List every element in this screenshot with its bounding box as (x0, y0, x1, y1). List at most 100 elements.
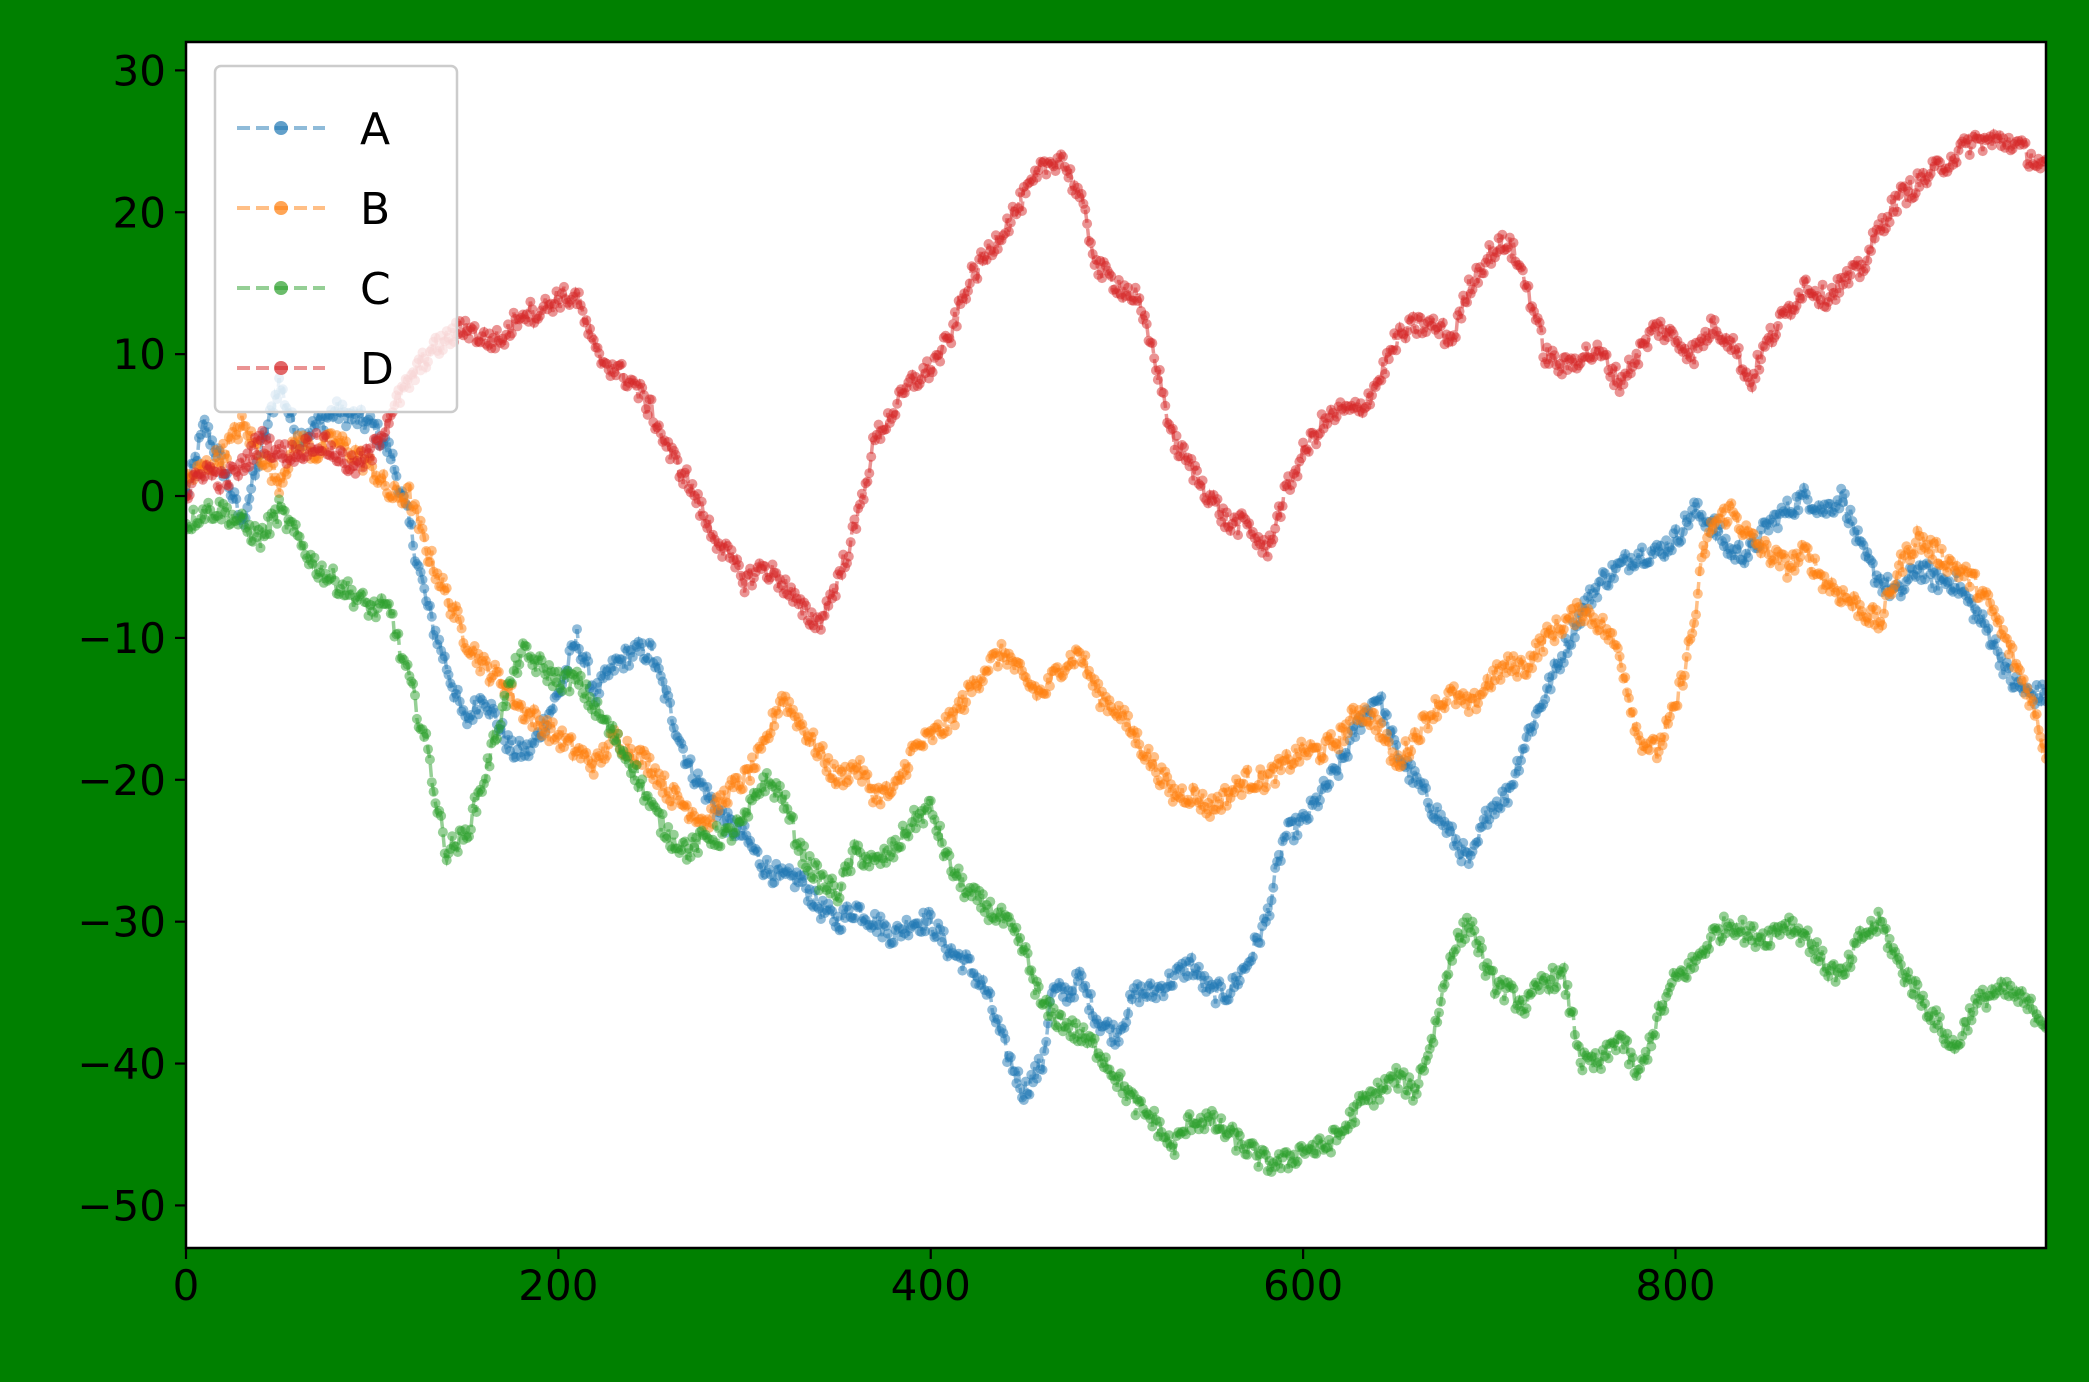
data-point-D (702, 523, 713, 534)
data-point-B (1795, 552, 1806, 562)
data-point-A (341, 421, 352, 432)
data-point-C (918, 818, 929, 829)
data-point-D (693, 489, 703, 499)
data-point-C (715, 841, 726, 852)
data-point-C (1873, 906, 1884, 917)
data-point-A (1292, 830, 1303, 841)
data-point-C (1033, 981, 1044, 992)
data-point-B (996, 638, 1007, 649)
data-point-A (594, 688, 605, 699)
data-point-D (320, 430, 331, 441)
data-point-B (961, 697, 972, 708)
data-point-B (1631, 721, 1642, 732)
data-point-C (668, 829, 679, 840)
data-point-A (473, 709, 484, 720)
data-point-C (977, 889, 988, 900)
data-point-C (1234, 1130, 1245, 1141)
data-point-C (581, 679, 592, 690)
data-point-C (1830, 976, 1841, 987)
data-point-A (881, 921, 892, 932)
y-tick-label: −40 (77, 1040, 166, 1089)
data-point-B (1664, 711, 1675, 722)
data-point-A (1186, 952, 1197, 963)
data-point-A (244, 493, 255, 504)
data-point-A (1020, 1076, 1031, 1087)
y-tick-label: −50 (77, 1181, 166, 1230)
data-point-C (370, 612, 381, 623)
data-point-B (1597, 612, 1608, 623)
data-point-A (1039, 1046, 1050, 1056)
data-point-D (365, 443, 376, 454)
data-point-B (516, 699, 527, 710)
data-point-D (1003, 226, 1014, 237)
data-point-D (1517, 265, 1528, 276)
data-point-A (547, 704, 558, 715)
data-point-B (1134, 739, 1145, 750)
data-point-B (927, 735, 938, 746)
data-point-A (1845, 504, 1856, 515)
data-point-D (1817, 279, 1828, 290)
data-point-B (1080, 650, 1091, 661)
data-point-D (747, 580, 757, 591)
data-point-D (588, 334, 599, 345)
data-point-A (1502, 797, 1513, 808)
y-tick-label: −30 (77, 898, 166, 947)
data-point-B (1722, 516, 1733, 527)
data-point-B (773, 708, 784, 719)
data-point-C (573, 679, 584, 690)
data-point-C (411, 713, 422, 724)
data-point-C (199, 514, 210, 525)
data-point-B (1918, 531, 1929, 542)
data-point-B (566, 732, 577, 743)
data-point-A (1882, 571, 1893, 582)
data-point-A (2037, 679, 2046, 690)
data-point-C (1249, 1141, 1260, 1152)
data-point-D (1733, 343, 1744, 353)
data-point-C (774, 780, 785, 791)
data-point-C (499, 690, 510, 701)
data-point-B (959, 705, 970, 716)
data-point-C (1100, 1052, 1111, 1063)
data-point-C (1350, 1117, 1361, 1128)
data-point-A (678, 743, 689, 754)
data-point-B (1936, 543, 1947, 554)
data-point-D (815, 624, 826, 635)
data-point-C (631, 760, 642, 771)
data-point-A (1041, 1036, 1052, 1047)
data-point-A (855, 901, 865, 912)
data-point-C (1534, 985, 1545, 995)
data-point-C (1439, 979, 1450, 990)
data-point-C (264, 529, 275, 540)
data-point-A (1447, 821, 1458, 832)
data-point-A (1692, 497, 1703, 508)
data-point-D (1728, 332, 1739, 343)
data-point-D (862, 476, 873, 487)
data-point-D (828, 583, 839, 594)
data-point-D (1434, 329, 1444, 340)
data-point-A (1867, 558, 1878, 569)
data-point-A (1130, 989, 1141, 1000)
data-point-D (830, 591, 841, 602)
data-point-D (499, 339, 510, 350)
data-point-D (1020, 188, 1031, 199)
legend-label-C: C (360, 264, 391, 315)
data-point-A (875, 911, 886, 922)
data-point-B (1143, 743, 1154, 754)
data-point-C (726, 835, 737, 846)
data-point-D (653, 420, 664, 431)
series-C (186, 494, 2046, 1177)
data-point-A (439, 651, 450, 662)
data-point-C (828, 880, 839, 891)
data-point-D (1797, 293, 1808, 304)
data-point-D (257, 425, 268, 436)
x-tick-label: 800 (1635, 1261, 1715, 1310)
data-point-C (888, 852, 899, 863)
data-point-A (882, 928, 893, 939)
data-point-C (1311, 1148, 1322, 1159)
data-point-A (1123, 1008, 1134, 1019)
data-point-A (1247, 952, 1258, 962)
data-point-D (1845, 270, 1856, 280)
data-point-D (1277, 501, 1288, 512)
data-point-A (1793, 505, 1804, 516)
data-point-C (657, 809, 668, 820)
